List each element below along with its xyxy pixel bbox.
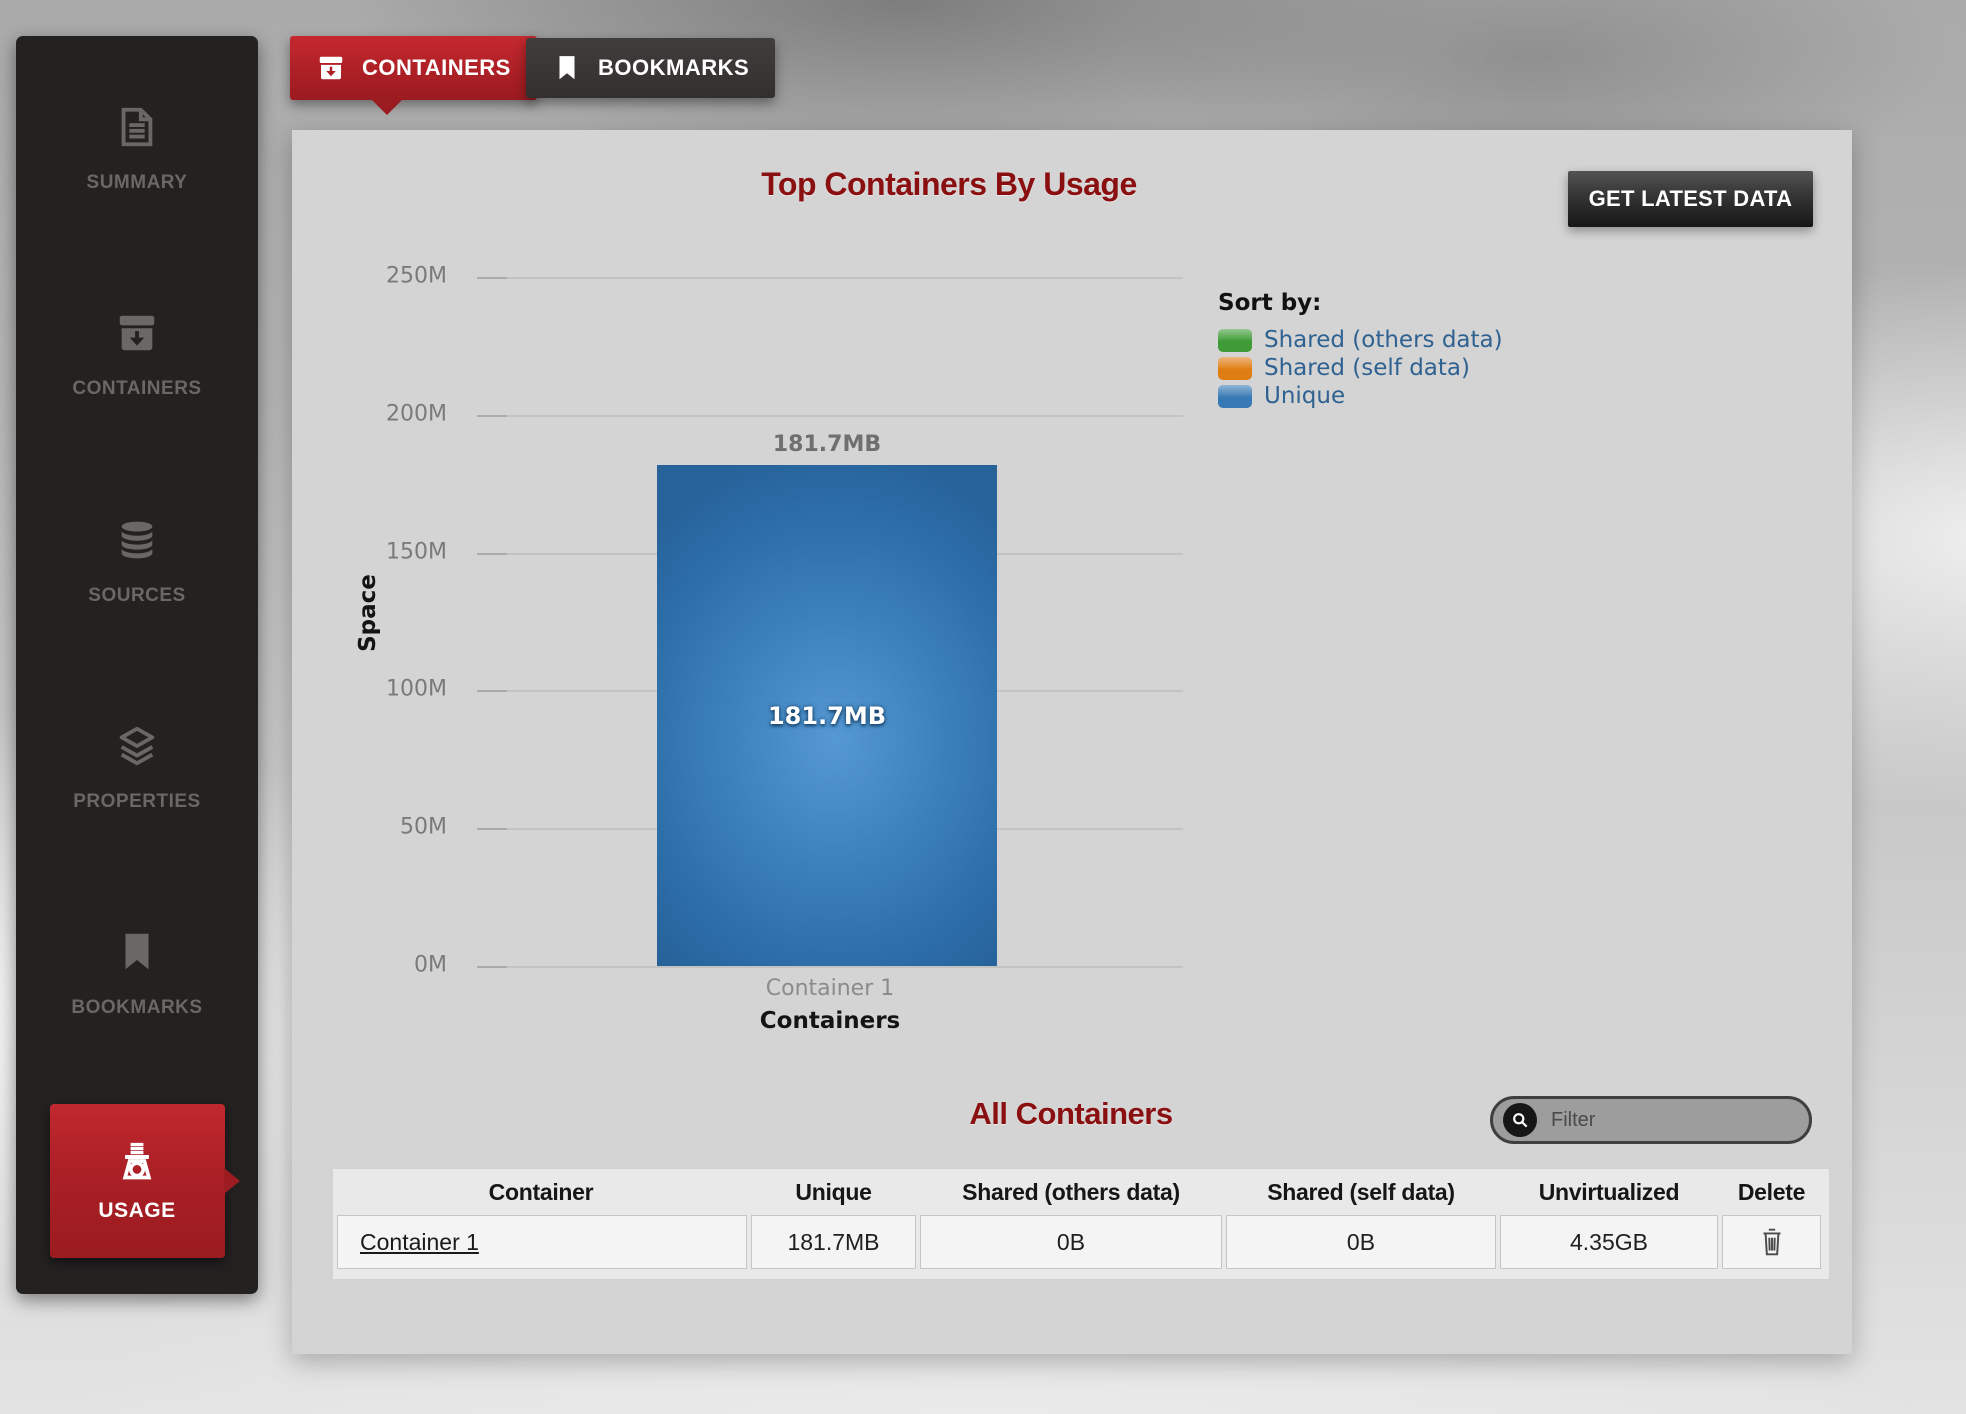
sidebar-item-label: SOURCES: [88, 584, 186, 606]
legend-title: Sort by:: [1218, 290, 1322, 316]
gridline: [477, 966, 1183, 968]
cell-shared-others: 0B: [920, 1215, 1222, 1269]
sidebar-item-sources[interactable]: SOURCES: [16, 459, 258, 665]
y-tick: 100M: [386, 676, 447, 702]
cell-unvirtualized: 4.35GB: [1500, 1215, 1718, 1269]
table-row: Container 1 181.7MB 0B 0B 4.35GB: [333, 1215, 1829, 1269]
cell-unique: 181.7MB: [751, 1215, 916, 1269]
sidebar-item-label: SUMMARY: [86, 172, 188, 194]
page-title: Top Containers By Usage: [761, 166, 1137, 202]
sidebar-item-containers[interactable]: CONTAINERS: [16, 252, 258, 458]
col-header-unvirtualized: Unvirtualized: [1538, 1178, 1680, 1205]
get-latest-data-button[interactable]: GET LATEST DATA: [1568, 171, 1813, 227]
y-tick: 200M: [386, 401, 447, 427]
filter-input-wrap: [1490, 1096, 1812, 1144]
sidebar-item-label: USAGE: [98, 1198, 176, 1222]
x-tick-container-1: Container 1: [765, 976, 895, 1001]
document-icon: [114, 104, 160, 150]
legend-swatch-blue: [1218, 384, 1252, 408]
cell-container: Container 1: [337, 1215, 747, 1269]
chart-legend: Sort by: Shared (others data) Shared (se…: [1218, 290, 1503, 410]
bar-value-label-top: 181.7MB: [772, 432, 882, 458]
database-icon: [114, 517, 160, 563]
sidebar-item-bookmarks[interactable]: BOOKMARKS: [16, 871, 258, 1077]
search-icon: [1503, 1103, 1537, 1137]
sidebar-item-label: CONTAINERS: [72, 378, 202, 400]
col-header-shared-self: Shared (self data): [1267, 1178, 1455, 1205]
cell-shared-self: 0B: [1226, 1215, 1496, 1269]
tab-bookmarks[interactable]: BOOKMARKS: [526, 38, 776, 98]
legend-swatch-orange: [1218, 356, 1252, 380]
y-tick: 150M: [386, 538, 447, 564]
filter-input[interactable]: [1549, 1107, 1799, 1133]
layers-icon: [114, 723, 160, 769]
col-header-unique: Unique: [795, 1178, 872, 1205]
bar-chart: 250M 200M 150M 100M 50M 0M 181.7MB 181.7…: [386, 263, 1183, 977]
sidebar-item-usage-wrap: USAGE: [16, 1078, 258, 1284]
y-tick: 0M: [414, 952, 447, 978]
bookmark-icon: [552, 53, 582, 83]
col-header-shared-others: Shared (others data): [962, 1178, 1180, 1205]
legend-item-shared-self: Shared (self data): [1218, 354, 1503, 382]
sidebar-item-label: BOOKMARKS: [71, 997, 203, 1019]
usage-bar[interactable]: 181.7MB 181.7MB: [657, 432, 997, 966]
tab-containers[interactable]: CONTAINERS: [290, 36, 537, 115]
bookmark-icon: [114, 929, 160, 975]
bar-value-label-inside: 181.7MB: [767, 701, 887, 730]
sidebar-item-label: PROPERTIES: [73, 791, 201, 813]
archive-box-icon: [114, 310, 160, 356]
tab-label: CONTAINERS: [362, 55, 511, 80]
y-tick: 50M: [400, 814, 447, 840]
container-link[interactable]: Container 1: [360, 1228, 479, 1255]
sidebar-item-summary[interactable]: SUMMARY: [16, 46, 258, 252]
col-header-container: Container: [488, 1178, 594, 1205]
sidebar: SUMMARY CONTAINERS SOURCE: [16, 36, 258, 1294]
sidebar-item-properties[interactable]: PROPERTIES: [16, 665, 258, 871]
table-header-row: Container Unique Shared (others data) Sh…: [333, 1169, 1829, 1215]
sidebar-item-usage[interactable]: USAGE: [49, 1103, 240, 1258]
delete-container-button[interactable]: [1759, 1227, 1785, 1257]
main-panel: Top Containers By Usage GET LATEST DATA …: [292, 130, 1852, 1354]
legend-item-shared-others: Shared (others data): [1218, 326, 1503, 354]
legend-item-unique: Unique: [1218, 382, 1503, 410]
gridline: [477, 414, 1183, 417]
gridline: [477, 277, 1183, 279]
x-axis-label: Containers: [759, 1008, 901, 1034]
all-containers-title: All Containers: [969, 1096, 1173, 1131]
legend-swatch-green: [1218, 328, 1252, 352]
archive-box-icon: [316, 53, 346, 83]
tab-label: BOOKMARKS: [598, 55, 750, 80]
col-header-delete: Delete: [1737, 1178, 1806, 1205]
scale-icon: [115, 1139, 159, 1183]
y-tick: 250M: [386, 263, 447, 289]
containers-table: Container Unique Shared (others data) Sh…: [332, 1168, 1830, 1280]
cell-delete: [1722, 1215, 1821, 1269]
